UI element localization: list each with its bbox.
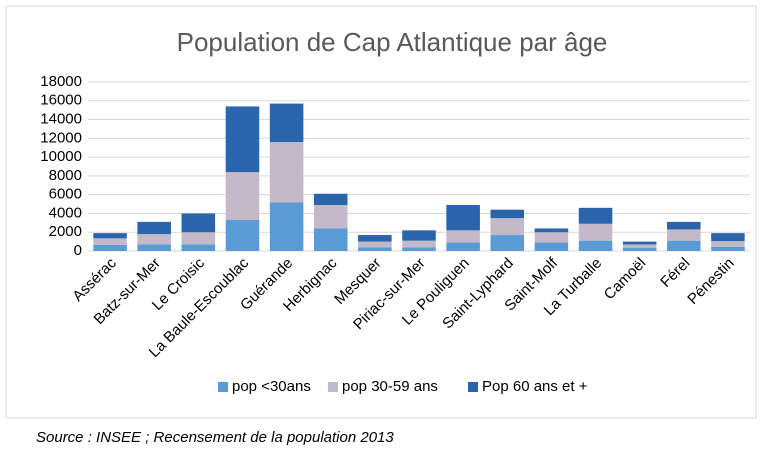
legend-swatch <box>218 382 228 392</box>
bar-segment <box>269 142 304 203</box>
chart-title: Population de Cap Atlantique par âge <box>177 27 608 57</box>
bar-segment <box>622 241 657 245</box>
bar-segment <box>667 240 701 251</box>
bar-segment <box>313 228 348 251</box>
bar-segment <box>181 244 216 251</box>
legend-label: pop <30ans <box>232 378 311 395</box>
bar-segment <box>578 240 613 251</box>
bar-segment <box>137 221 171 235</box>
y-tick-label: 14000 <box>40 111 82 128</box>
bar-segment <box>93 244 127 251</box>
source: Source : INSEE ; Recensement de la popul… <box>36 429 394 446</box>
bar-segment <box>225 172 260 221</box>
y-tick-label: 2000 <box>49 223 82 240</box>
bar-segment <box>137 244 171 251</box>
bar-segment <box>446 230 480 243</box>
bar-segment <box>622 247 657 251</box>
bar-segment <box>358 235 392 242</box>
legend-swatch <box>468 382 478 392</box>
bar-segment <box>578 207 613 224</box>
y-tick-label: 4000 <box>49 204 82 221</box>
chart-frame <box>5 5 757 419</box>
bar-segment <box>358 247 392 251</box>
bar-segment <box>313 193 348 205</box>
bar-segment <box>402 247 436 251</box>
bar-segment <box>711 246 745 251</box>
bar-segment <box>181 213 216 233</box>
bar-segment <box>358 241 392 248</box>
y-tick-label: 0 <box>74 242 82 259</box>
bar-segment <box>446 204 480 231</box>
y-tick-label: 6000 <box>49 186 82 203</box>
bar-segment <box>446 242 480 251</box>
bar-segment <box>93 233 127 239</box>
bar-segment <box>137 234 171 245</box>
bar-segment <box>711 241 745 247</box>
bar-segment <box>578 223 613 241</box>
y-tick-label: 18000 <box>40 73 82 90</box>
legend-label: Pop 60 ans et + <box>482 378 588 395</box>
bar-segment <box>313 204 348 229</box>
bar-segment <box>490 218 525 236</box>
y-tick-label: 16000 <box>40 92 82 109</box>
bar-segment <box>269 103 304 143</box>
bar-segment <box>534 242 569 251</box>
bar-segment <box>93 238 127 245</box>
bar-segment <box>622 244 657 248</box>
bar-segment <box>490 209 525 219</box>
bar-segment <box>402 230 436 241</box>
bar-segment <box>667 221 701 230</box>
bar-segment <box>534 228 569 233</box>
bar-segment <box>490 235 525 251</box>
bar-segment <box>269 202 304 251</box>
bar-segment <box>225 220 260 251</box>
y-tick-label: 8000 <box>49 167 82 184</box>
legend-label: pop 30-59 ans <box>342 378 438 395</box>
legend-swatch <box>328 382 338 392</box>
bar-segment <box>225 106 260 173</box>
y-tick-label: 12000 <box>40 129 82 146</box>
bar-segment <box>181 232 216 245</box>
bar-segment <box>667 229 701 241</box>
bar-segment <box>711 233 745 242</box>
bar-segment <box>534 232 569 243</box>
y-tick-label: 10000 <box>40 148 82 165</box>
bar-segment <box>402 240 436 248</box>
